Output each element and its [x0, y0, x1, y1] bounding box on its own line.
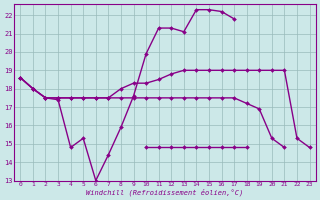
X-axis label: Windchill (Refroidissement éolien,°C): Windchill (Refroidissement éolien,°C) [86, 188, 244, 196]
